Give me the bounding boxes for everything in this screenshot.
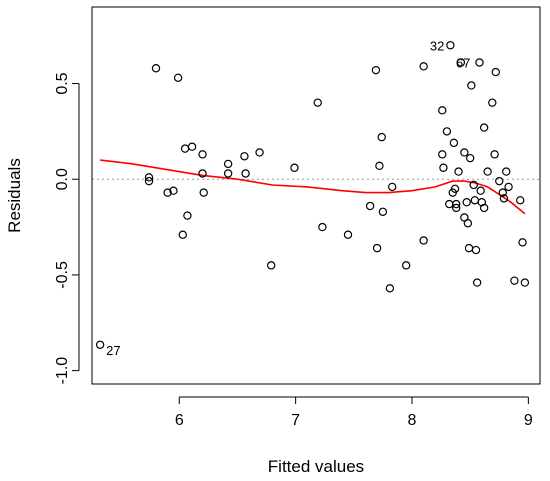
data-point bbox=[465, 153, 475, 163]
data-point bbox=[499, 194, 509, 203]
data-point bbox=[452, 199, 461, 209]
data-point bbox=[456, 58, 466, 67]
data-point bbox=[267, 261, 276, 270]
data-point bbox=[445, 199, 454, 209]
data-point bbox=[419, 236, 428, 245]
x-tick-label: 6 bbox=[175, 412, 184, 429]
data-point bbox=[442, 127, 452, 136]
data-point bbox=[183, 211, 192, 220]
data-point bbox=[180, 144, 190, 153]
data-point bbox=[371, 65, 381, 75]
data-point bbox=[491, 67, 500, 77]
data-point bbox=[504, 182, 513, 192]
data-point bbox=[151, 64, 161, 73]
data-point bbox=[520, 278, 530, 287]
data-point bbox=[95, 340, 105, 349]
data-point bbox=[471, 245, 481, 255]
plot-frame bbox=[91, 6, 541, 385]
data-point bbox=[502, 167, 511, 176]
data-point bbox=[470, 196, 480, 205]
data-point bbox=[488, 98, 497, 107]
data-point bbox=[518, 238, 527, 247]
data-point bbox=[450, 184, 460, 194]
data-point bbox=[475, 58, 484, 67]
data-point bbox=[144, 176, 154, 186]
data-point bbox=[469, 180, 478, 190]
data-point bbox=[255, 148, 264, 157]
data-point bbox=[313, 98, 322, 107]
data-point bbox=[223, 159, 233, 169]
data-point bbox=[198, 169, 207, 178]
data-point bbox=[343, 230, 353, 239]
y-tick-label: 0.0 bbox=[54, 168, 71, 190]
data-point bbox=[479, 123, 489, 132]
y-tick-label: 0.5 bbox=[54, 72, 71, 94]
data-point bbox=[378, 207, 388, 216]
data-point bbox=[318, 222, 327, 232]
data-point bbox=[452, 203, 461, 213]
data-points bbox=[95, 41, 530, 349]
data-point bbox=[479, 203, 489, 213]
data-point bbox=[477, 197, 487, 207]
data-point bbox=[462, 197, 471, 207]
point-label: 27 bbox=[106, 343, 120, 358]
x-tick-label: 8 bbox=[408, 412, 417, 429]
data-point bbox=[388, 182, 397, 192]
x-tick-label: 9 bbox=[524, 412, 533, 429]
data-point bbox=[178, 230, 187, 239]
data-point bbox=[198, 150, 207, 159]
data-point bbox=[467, 81, 476, 90]
data-point bbox=[241, 169, 250, 178]
data-point bbox=[438, 150, 447, 159]
data-point bbox=[510, 276, 519, 285]
data-point bbox=[290, 163, 299, 172]
data-point bbox=[460, 148, 469, 157]
data-point bbox=[163, 188, 172, 197]
data-point bbox=[464, 243, 474, 253]
point-label: 32 bbox=[430, 38, 444, 53]
data-point bbox=[375, 161, 384, 171]
x-axis-title: Fitted values bbox=[268, 457, 364, 476]
data-point bbox=[498, 188, 507, 197]
point-labels: 27 32 67 bbox=[106, 38, 470, 357]
y-tick-label: -0.5 bbox=[54, 261, 71, 289]
data-point bbox=[516, 196, 525, 205]
y-axis-title: Residuals bbox=[5, 158, 24, 233]
data-point bbox=[463, 219, 473, 228]
data-point bbox=[495, 176, 504, 186]
data-point bbox=[401, 261, 411, 270]
data-point bbox=[199, 188, 208, 197]
data-point bbox=[365, 201, 375, 211]
x-tick-label: 7 bbox=[291, 412, 300, 429]
data-point bbox=[449, 138, 459, 148]
y-tick-label: -1.0 bbox=[54, 357, 71, 385]
data-point bbox=[476, 186, 485, 195]
data-point bbox=[372, 243, 382, 253]
data-point bbox=[439, 163, 448, 172]
data-point bbox=[187, 142, 197, 151]
data-point bbox=[454, 167, 463, 176]
tick-labels: 6 7 8 9 -1.0 -0.5 0.0 0.5 bbox=[54, 72, 533, 429]
data-point bbox=[223, 169, 233, 178]
data-point bbox=[240, 152, 249, 161]
data-point bbox=[446, 41, 455, 50]
smoothed-trend-line bbox=[100, 159, 526, 215]
data-point bbox=[173, 73, 183, 83]
data-point bbox=[483, 167, 492, 176]
data-point bbox=[419, 62, 428, 71]
data-point bbox=[490, 150, 499, 159]
data-point bbox=[472, 278, 482, 287]
data-point bbox=[169, 186, 178, 195]
data-point bbox=[385, 284, 395, 293]
point-label: 67 bbox=[456, 55, 470, 70]
axis-ticks bbox=[72, 83, 529, 404]
data-point bbox=[144, 173, 154, 182]
data-point bbox=[438, 106, 447, 115]
data-point bbox=[377, 132, 386, 142]
